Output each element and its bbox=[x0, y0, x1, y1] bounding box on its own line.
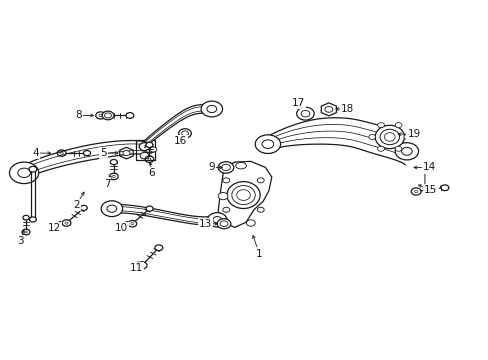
Ellipse shape bbox=[18, 168, 30, 177]
Ellipse shape bbox=[207, 213, 226, 227]
Ellipse shape bbox=[146, 206, 153, 211]
Ellipse shape bbox=[83, 150, 90, 156]
Ellipse shape bbox=[262, 140, 273, 148]
Ellipse shape bbox=[401, 147, 411, 155]
Text: 1: 1 bbox=[255, 248, 262, 258]
Polygon shape bbox=[136, 140, 155, 160]
Ellipse shape bbox=[394, 143, 418, 160]
Ellipse shape bbox=[235, 162, 246, 169]
Ellipse shape bbox=[110, 159, 117, 165]
Text: 10: 10 bbox=[115, 224, 128, 233]
Ellipse shape bbox=[126, 113, 134, 118]
Ellipse shape bbox=[377, 146, 384, 151]
Ellipse shape bbox=[223, 207, 229, 212]
Ellipse shape bbox=[181, 131, 188, 136]
Ellipse shape bbox=[145, 142, 153, 148]
Text: 14: 14 bbox=[422, 162, 435, 172]
Ellipse shape bbox=[246, 220, 255, 226]
Ellipse shape bbox=[23, 215, 29, 220]
Text: 16: 16 bbox=[173, 136, 186, 146]
Ellipse shape bbox=[301, 111, 309, 117]
Ellipse shape bbox=[101, 201, 122, 217]
Text: 7: 7 bbox=[103, 179, 110, 189]
Ellipse shape bbox=[29, 166, 37, 172]
Text: 12: 12 bbox=[48, 224, 61, 233]
Ellipse shape bbox=[218, 193, 227, 200]
Ellipse shape bbox=[220, 221, 227, 226]
Ellipse shape bbox=[218, 162, 233, 173]
Ellipse shape bbox=[107, 205, 117, 212]
Polygon shape bbox=[113, 204, 216, 225]
Ellipse shape bbox=[231, 185, 255, 204]
Polygon shape bbox=[144, 105, 210, 148]
Ellipse shape bbox=[80, 205, 87, 211]
Text: 17: 17 bbox=[291, 98, 304, 108]
Text: 8: 8 bbox=[75, 111, 82, 121]
Text: 5: 5 bbox=[100, 148, 106, 158]
Ellipse shape bbox=[255, 135, 280, 153]
Text: 11: 11 bbox=[129, 263, 142, 273]
Ellipse shape bbox=[394, 123, 401, 128]
Ellipse shape bbox=[384, 133, 394, 141]
Ellipse shape bbox=[139, 143, 150, 150]
Ellipse shape bbox=[150, 147, 157, 152]
Ellipse shape bbox=[377, 123, 384, 128]
Ellipse shape bbox=[206, 105, 216, 113]
Polygon shape bbox=[218, 161, 271, 227]
Ellipse shape bbox=[257, 207, 264, 212]
Ellipse shape bbox=[296, 107, 314, 120]
Ellipse shape bbox=[217, 219, 230, 229]
Ellipse shape bbox=[394, 146, 401, 151]
Ellipse shape bbox=[374, 125, 404, 149]
Ellipse shape bbox=[257, 178, 264, 183]
Ellipse shape bbox=[221, 164, 230, 171]
Ellipse shape bbox=[104, 113, 111, 118]
Ellipse shape bbox=[9, 162, 39, 184]
Ellipse shape bbox=[212, 217, 221, 223]
Text: 4: 4 bbox=[32, 148, 39, 158]
Ellipse shape bbox=[226, 181, 260, 208]
Ellipse shape bbox=[368, 134, 375, 139]
Ellipse shape bbox=[324, 107, 332, 112]
Text: 9: 9 bbox=[207, 162, 214, 172]
Ellipse shape bbox=[29, 217, 36, 222]
Text: 3: 3 bbox=[17, 236, 23, 246]
Ellipse shape bbox=[379, 129, 399, 145]
Ellipse shape bbox=[102, 111, 114, 120]
Ellipse shape bbox=[236, 190, 250, 201]
Ellipse shape bbox=[223, 178, 229, 183]
Ellipse shape bbox=[201, 101, 222, 117]
Ellipse shape bbox=[123, 150, 130, 156]
Polygon shape bbox=[321, 103, 336, 116]
Text: 2: 2 bbox=[73, 200, 80, 210]
Text: 15: 15 bbox=[423, 185, 436, 195]
Text: 19: 19 bbox=[407, 129, 420, 139]
Ellipse shape bbox=[155, 245, 163, 251]
Text: 6: 6 bbox=[148, 168, 155, 178]
Text: 18: 18 bbox=[341, 104, 354, 114]
Polygon shape bbox=[120, 147, 133, 159]
Ellipse shape bbox=[140, 152, 149, 159]
Ellipse shape bbox=[440, 185, 448, 190]
Polygon shape bbox=[267, 118, 405, 165]
Ellipse shape bbox=[178, 129, 191, 138]
Text: 13: 13 bbox=[199, 219, 212, 229]
Polygon shape bbox=[24, 140, 152, 180]
Ellipse shape bbox=[403, 134, 410, 139]
